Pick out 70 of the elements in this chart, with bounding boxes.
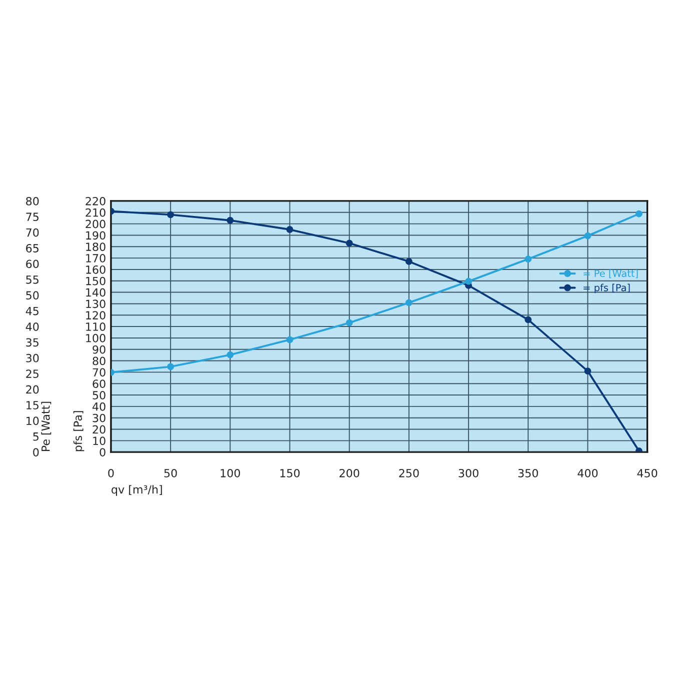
x-tick-label: 450 xyxy=(637,468,658,478)
point xyxy=(286,226,294,233)
point xyxy=(226,216,234,224)
y2-tick-label: 25 xyxy=(26,370,38,378)
point xyxy=(405,299,412,306)
y-tick-label: 160 xyxy=(86,265,106,274)
y2-tick-label: 0 xyxy=(33,448,39,456)
point xyxy=(346,319,353,326)
y2-tick-label: 65 xyxy=(26,244,38,252)
y-tick-label: 140 xyxy=(86,288,106,297)
y-tick-label: 130 xyxy=(86,300,106,308)
x-tick-label: 150 xyxy=(280,468,300,478)
y2-tick-label: 10 xyxy=(26,416,39,426)
point xyxy=(167,363,174,370)
y-tick-label: 190 xyxy=(86,231,106,240)
x-tick-label: 400 xyxy=(578,468,598,478)
y-tick-label: 150 xyxy=(86,276,106,286)
y2-tick-label: 55 xyxy=(26,276,38,284)
point xyxy=(286,336,294,344)
y2-tick-label: 40 xyxy=(26,322,39,331)
x-tick-label: 0 xyxy=(108,468,114,478)
y-tick-label: 10 xyxy=(93,436,106,446)
y-tick-label: 30 xyxy=(92,414,106,422)
y-tick-label: 180 xyxy=(86,242,106,252)
y2-tick-label: 70 xyxy=(26,228,39,237)
y-axis-title: pfs [Pa] xyxy=(73,411,84,452)
y2-tick-label: 45 xyxy=(26,306,38,316)
y2-tick-label: 20 xyxy=(26,385,39,394)
y-tick-label: 50 xyxy=(92,391,106,400)
y2-tick-label: 15 xyxy=(26,401,38,410)
point xyxy=(346,240,353,247)
x-tick-label: 200 xyxy=(340,468,360,478)
y-tick-label: 80 xyxy=(92,356,106,366)
y2-tick-label: 80 xyxy=(26,196,39,206)
point xyxy=(636,447,642,452)
y2-tick-label: 75 xyxy=(26,212,38,222)
y-tick-label: 90 xyxy=(92,345,106,354)
y-tick-label: 20 xyxy=(92,425,106,434)
y-tick-label: 0 xyxy=(100,448,106,456)
y-tick-label: 70 xyxy=(92,368,106,377)
y2-tick-label: 35 xyxy=(26,338,38,347)
point xyxy=(405,258,412,265)
point xyxy=(584,368,592,375)
y2-tick-label: 50 xyxy=(26,291,39,300)
y-tick-label: 120 xyxy=(86,311,106,320)
y-tick-label: 100 xyxy=(86,334,106,342)
point xyxy=(524,316,532,324)
y2-axis-title: Pe [Watt] xyxy=(41,402,52,452)
x-tick-label: 50 xyxy=(164,468,177,478)
y-tick-label: 60 xyxy=(92,380,106,388)
y-tick-label: 110 xyxy=(86,322,106,331)
y2-tick-label: 60 xyxy=(26,260,39,268)
point xyxy=(226,351,234,358)
point xyxy=(636,210,642,218)
point xyxy=(524,256,532,263)
point xyxy=(167,211,174,218)
point xyxy=(584,232,592,240)
x-tick-label: 300 xyxy=(458,468,478,478)
y2-tick-label: 5 xyxy=(33,432,38,441)
y-tick-label: 220 xyxy=(86,196,106,206)
y-tick-label: 200 xyxy=(86,220,106,228)
x-tick-label: 250 xyxy=(399,468,419,478)
y-tick-label: 210 xyxy=(86,208,106,217)
x-axis-title: qv [m³/h] xyxy=(112,485,162,496)
point xyxy=(465,278,472,285)
y-tick-label: 170 xyxy=(86,254,106,262)
y2-tick-label: 30 xyxy=(26,354,39,362)
y-tick-label: 40 xyxy=(92,402,106,411)
x-tick-label: 100 xyxy=(220,468,240,478)
x-tick-label: 350 xyxy=(518,468,538,478)
